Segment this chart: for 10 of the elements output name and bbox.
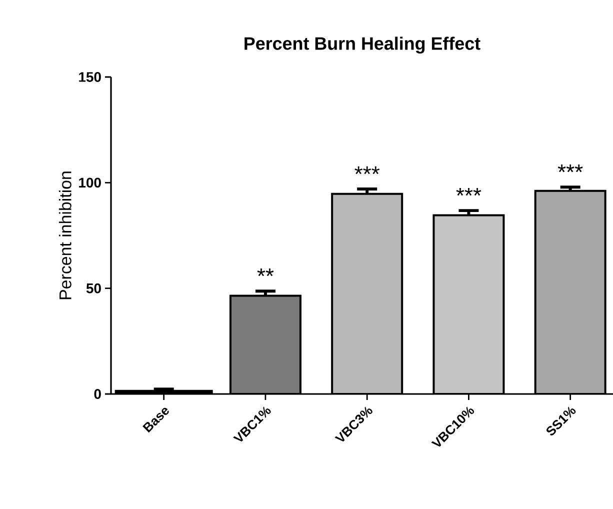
annotation: *** [558, 164, 583, 172]
annotation: *** [354, 166, 380, 174]
y-axis-title: Percent inhibition [58, 172, 72, 300]
y-tick-label: 150 [79, 72, 101, 82]
y-tick-label: 0 [94, 389, 101, 399]
chart-title: Percent Burn Healing Effect [244, 36, 480, 54]
annotation: ** [257, 268, 274, 276]
y-tick-label: 100 [79, 178, 101, 188]
annotation: *** [456, 188, 482, 196]
y-tick-label: 50 [86, 283, 101, 294]
